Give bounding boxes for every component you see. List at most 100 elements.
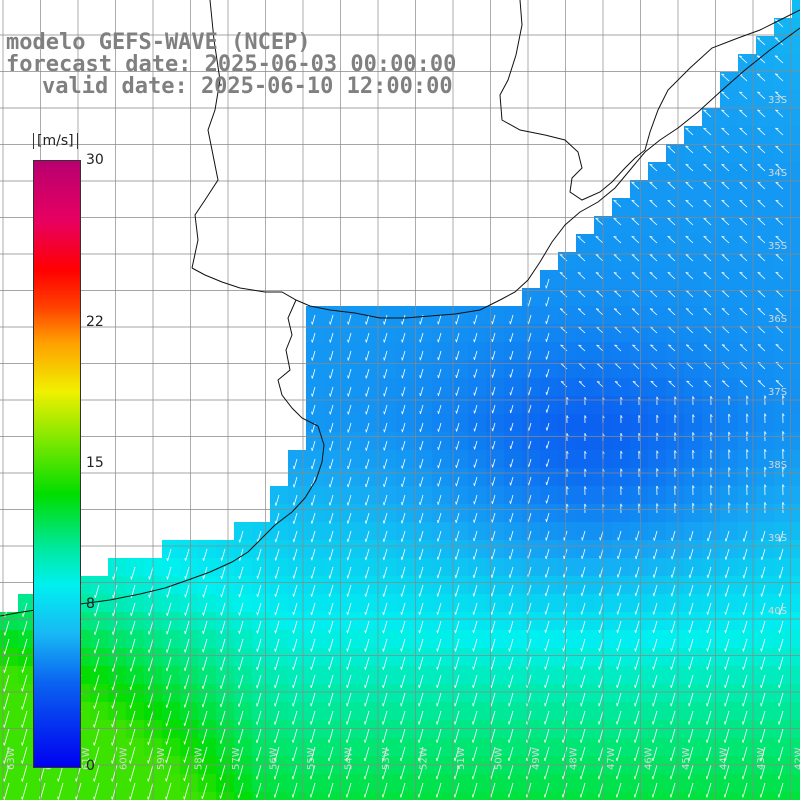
wind-arrow-head [596, 308, 600, 310]
wind-arrow-head [471, 776, 474, 780]
wind-arrow [509, 638, 514, 652]
wind-speed-cell [486, 792, 504, 800]
wind-arrow-head [310, 721, 312, 725]
wind-arrow [329, 368, 334, 379]
wind-arrow [238, 692, 244, 707]
wind-arrow [238, 728, 244, 744]
wind-arrow [274, 692, 280, 707]
wind-arrow [436, 674, 442, 689]
wind-arrow [147, 764, 154, 782]
wind-arrow-head [778, 648, 780, 652]
wind-arrow-head [543, 757, 546, 761]
wind-arrow [310, 656, 316, 670]
wind-arrow [613, 254, 622, 262]
wind-arrow-head [165, 723, 167, 727]
wind-arrow-head [578, 381, 582, 383]
wind-speed-cell [792, 270, 800, 288]
wind-arrow [492, 404, 496, 414]
wind-arrow-head [685, 254, 689, 256]
wind-arrow-head [363, 757, 366, 762]
wind-arrow [634, 782, 640, 798]
wind-arrow [649, 182, 658, 190]
wind-arrow [329, 530, 334, 543]
wind-arrow-head [93, 650, 96, 654]
wind-arrow-head [688, 721, 690, 725]
wind-arrow [774, 55, 784, 64]
wind-speed-cell [792, 396, 800, 414]
wind-arrow-head [455, 464, 457, 468]
wind-arrow [739, 308, 748, 316]
wind-arrow-head [721, 235, 725, 238]
wind-arrow [652, 710, 658, 725]
wind-arrow [293, 530, 298, 543]
wind-arrow-head [509, 537, 511, 541]
wind-arrow-head [545, 445, 548, 449]
wind-arrow [545, 656, 550, 670]
wind-arrow-head [545, 463, 548, 467]
wind-arrow [721, 290, 730, 298]
wind-arrow [329, 458, 334, 470]
wind-arrow [757, 164, 766, 172]
wind-arrow [148, 638, 154, 653]
wind-arrow [220, 692, 226, 708]
wind-arrow [775, 254, 784, 262]
wind-arrow [365, 620, 370, 634]
wind-arrow-head [347, 502, 349, 506]
wind-arrow [383, 386, 388, 397]
wind-arrow-head [685, 163, 689, 166]
wind-arrow-head [634, 703, 636, 707]
wind-speed-cell [792, 54, 800, 72]
wind-arrow [220, 656, 226, 671]
wind-arrow [364, 692, 370, 707]
wind-arrow-head [739, 199, 743, 202]
wind-arrow [599, 584, 604, 597]
wind-arrow-head [347, 321, 349, 325]
wind-arrow [631, 308, 640, 316]
wind-arrow-head [291, 794, 294, 798]
wind-speed-cell [576, 792, 594, 800]
wind-arrow-head [775, 163, 779, 166]
wind-arrow-head [382, 611, 384, 615]
wind-arrow-head [669, 757, 672, 761]
wind-arrow [311, 314, 316, 325]
wind-arrow-head [757, 73, 761, 75]
wind-arrow-head [760, 703, 762, 707]
wind-arrow [311, 638, 316, 652]
wind-arrow-head [688, 684, 690, 688]
wind-arrow-head [509, 445, 512, 449]
wind-arrow [239, 584, 244, 598]
wind-arrow [472, 782, 478, 798]
longitude-label: 60W [119, 747, 130, 770]
wind-arrow-head [383, 357, 385, 361]
wind-arrow-head [508, 611, 511, 615]
wind-arrow-head [310, 648, 312, 652]
wind-arrow-head [710, 414, 713, 418]
wind-arrow-head [148, 576, 150, 580]
wind-arrow [725, 548, 730, 560]
wind-arrow-head [723, 776, 726, 780]
wind-arrow [402, 386, 406, 397]
wind-arrow-head [706, 574, 709, 578]
wind-arrow [581, 584, 586, 597]
wind-arrow [581, 620, 586, 633]
wind-arrow [599, 656, 604, 670]
wind-arrow [652, 674, 658, 689]
forecast-date: forecast date: 2025-06-03 00:00:00 [6, 52, 457, 77]
wind-arrow [256, 764, 262, 780]
wind-arrow [599, 548, 604, 559]
wind-arrow-head [93, 742, 95, 746]
wind-arrow-head [560, 308, 564, 310]
wind-arrow-head [742, 538, 745, 542]
wind-arrow-head [667, 163, 671, 166]
wind-arrow-head [688, 574, 691, 578]
wind-arrow-head [760, 556, 763, 560]
wind-arrow-head [580, 629, 582, 633]
wind-arrow [184, 674, 190, 690]
wind-arrow-head [775, 308, 779, 310]
wind-arrow [631, 218, 640, 226]
wind-arrow [510, 476, 514, 486]
wind-arrow-head [437, 375, 439, 379]
wind-arrow [347, 512, 352, 524]
wind-arrow-head [256, 685, 258, 689]
wind-arrow [474, 386, 478, 396]
